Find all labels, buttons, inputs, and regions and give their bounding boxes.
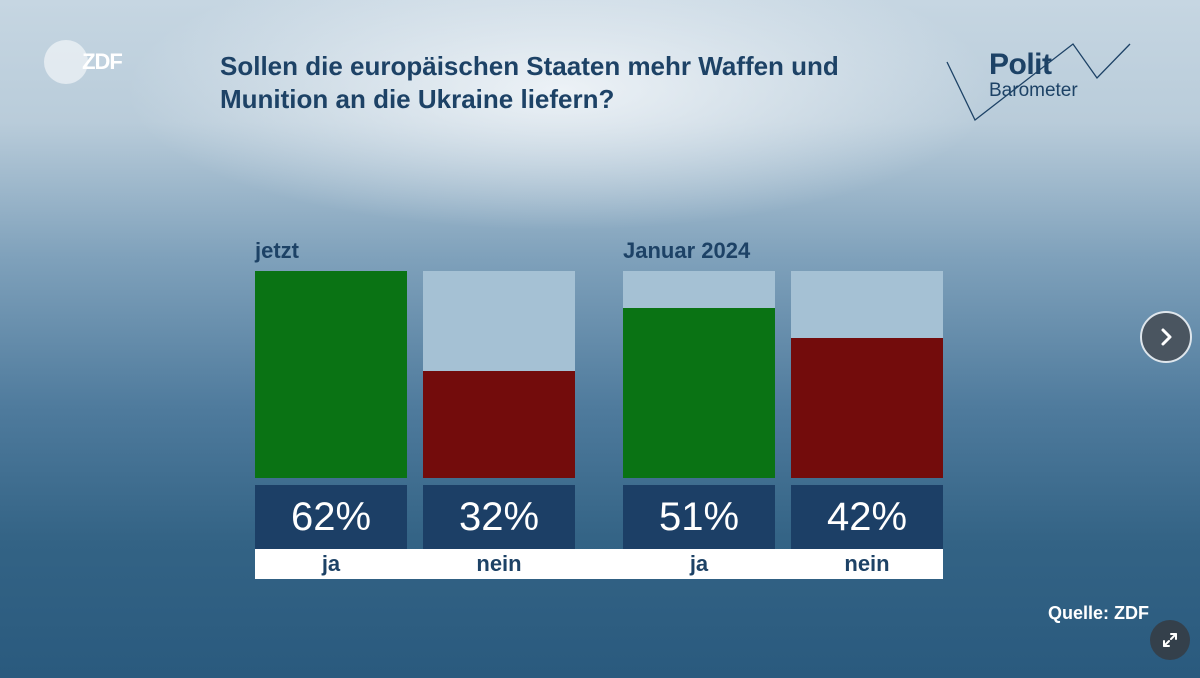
bar-jetzt-ja: [255, 271, 407, 478]
bar-track-januar-ja: [623, 271, 775, 478]
source-note: Quelle: ZDF: [1048, 603, 1150, 623]
chevron-right-icon: [1161, 328, 1172, 346]
bar-jetzt-nein: [423, 371, 575, 478]
category-label-jetzt-ja: ja: [321, 551, 341, 576]
zdf-logo-text: ZDF: [82, 49, 123, 74]
politbarometer-badge: Polit Barometer: [945, 40, 1135, 122]
bar-track-januar-nein: [791, 271, 943, 478]
category-label-jetzt-nein: nein: [476, 551, 522, 576]
category-label-januar-nein: nein: [844, 551, 890, 576]
expand-icon: [1163, 633, 1177, 647]
category-label-januar-ja: ja: [689, 551, 709, 576]
category-label-strip: [255, 549, 943, 579]
group-label-januar-2024: Januar 2024: [623, 238, 751, 263]
data-label-jetzt-nein: 32%: [423, 485, 575, 549]
bar-track-jetzt-ja: [255, 271, 407, 478]
next-slide-button[interactable]: [1140, 311, 1192, 363]
data-label-januar-ja: 51%: [623, 485, 775, 549]
zdf-logo-circle: [44, 40, 88, 84]
chart-title: Sollen die europäischen Staaten mehr Waf…: [220, 51, 839, 114]
politbarometer-barometer-text: Barometer: [989, 80, 1078, 101]
bar-track-jetzt-nein: [423, 271, 575, 478]
bar-januar-ja: [623, 308, 775, 478]
politbarometer-polit-text: Polit: [989, 48, 1052, 81]
zdf-logo: ZDF: [44, 40, 128, 84]
group-label-jetzt: jetzt: [255, 238, 299, 263]
bar-januar-nein: [791, 338, 943, 478]
data-label-jetzt-ja: 62%: [255, 485, 407, 549]
fullscreen-button[interactable]: [1150, 620, 1190, 660]
data-label-januar-nein: 42%: [791, 485, 943, 549]
politbarometer-zigzag-icon: [946, 43, 1131, 122]
